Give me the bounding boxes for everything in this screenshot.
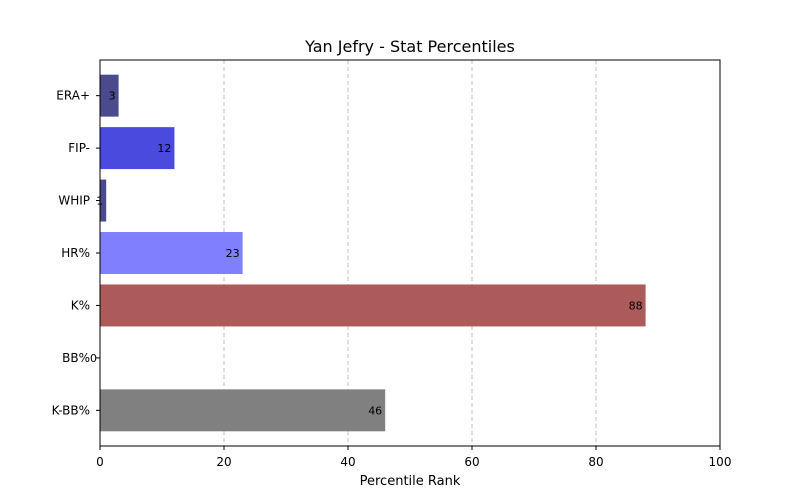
y-tick-label: K-BB% [52,403,90,417]
bars: 31212388046 [90,74,646,432]
x-axis: 0 20 40 60 80 100 [96,446,731,469]
y-tick-label: FIP- [68,141,90,155]
data-label: 23 [226,247,240,260]
x-tick-label: 80 [588,455,603,469]
x-axis-label: Percentile Rank [360,474,461,489]
x-tick-label: 100 [709,455,732,469]
bar-k- [100,284,646,327]
x-tick-label: 0 [96,455,104,469]
y-tick-label: HR% [61,246,90,260]
y-tick-label: ERA+ [56,89,90,103]
x-tick-label: 40 [340,455,355,469]
bar-fip- [100,127,175,170]
grid [223,60,597,446]
x-tick-label: 20 [216,455,231,469]
bar-hr- [100,232,243,274]
bar-k-bb- [100,389,386,432]
y-axis: ERA+ FIP- WHIP HR% K% BB% K-BB% [52,89,100,417]
chart-title: Yan Jefry - Stat Percentiles [304,37,515,56]
data-label: 3 [109,90,116,103]
y-tick-label: K% [71,298,90,312]
data-label: 0 [90,352,97,365]
data-label: 88 [629,299,643,312]
y-tick-label: BB% [62,351,90,365]
bar-whip [100,179,107,222]
data-label: 12 [157,142,171,155]
data-label: 46 [368,404,382,417]
y-tick-label: WHIP [58,194,90,208]
x-tick-label: 60 [464,455,479,469]
bar-era- [100,74,119,117]
